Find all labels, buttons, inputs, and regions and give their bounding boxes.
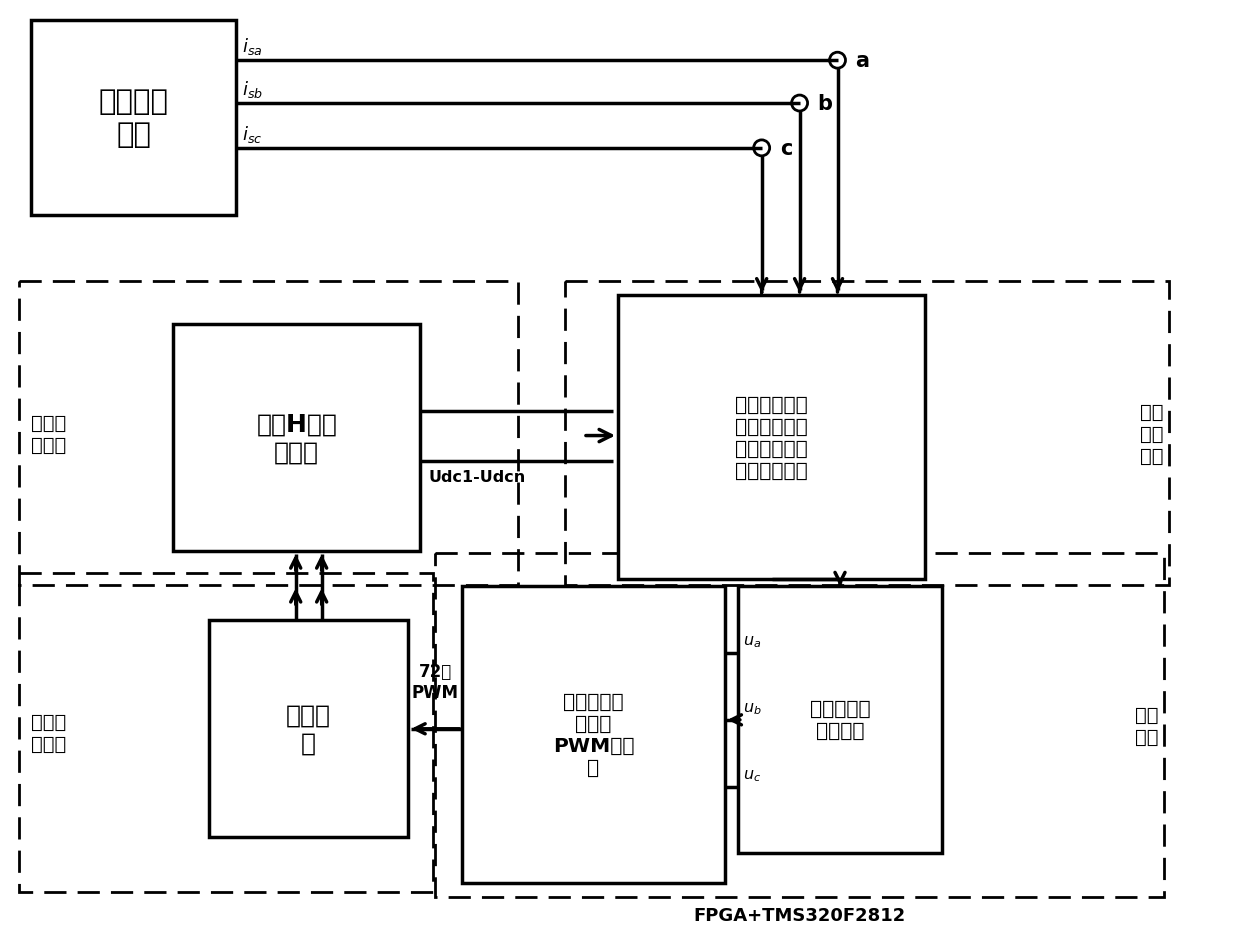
Bar [435,554,1164,897]
Text: $i_{sa}$: $i_{sa}$ [242,36,263,58]
Text: a: a [856,51,869,71]
Text: 驱动模
块: 驱动模 块 [286,703,331,754]
Text: 信号
检测
单元: 信号 检测 单元 [1141,403,1164,465]
Text: 72路
PWM: 72路 PWM [412,663,459,702]
Bar [174,325,420,552]
Bar [20,282,518,586]
Bar [208,621,408,837]
Text: 整流电
路单元: 整流电 路单元 [31,413,67,455]
Text: FPGA+TMS320F2812: FPGA+TMS320F2812 [693,906,905,924]
Text: $u_a$: $u_a$ [743,634,761,650]
Text: $u_c$: $u_c$ [743,767,761,782]
Text: $i_{sc}$: $i_{sc}$ [242,123,262,145]
Bar [565,282,1169,586]
Text: c: c [780,138,792,159]
Text: $u_b$: $u_b$ [743,701,761,716]
Bar [463,586,724,883]
Bar [738,586,942,854]
Text: 控制
单元: 控制 单元 [1136,705,1159,746]
Bar [618,296,925,580]
Text: 隔离驱
动单元: 隔离驱 动单元 [31,713,67,754]
Text: 载波移相控
制产生
PWM波模
块: 载波移相控 制产生 PWM波模 块 [553,692,635,778]
Text: 三相H桥级
联模块: 三相H桥级 联模块 [257,412,337,464]
Text: b: b [817,94,832,114]
Text: $i_{sb}$: $i_{sb}$ [242,79,263,100]
Text: Udc1-Udcn: Udc1-Udcn [429,469,526,484]
Text: 计算所需三
相调制波: 计算所需三 相调制波 [810,700,870,741]
Text: 采样交流侧电
流、电源电压
和各级联桥直
流侧电容电压: 采样交流侧电 流、电源电压 和各级联桥直 流侧电容电压 [735,395,808,481]
Text: 三相交流
电源: 三相交流 电源 [99,88,169,148]
Bar [31,21,236,215]
Bar [20,574,434,892]
